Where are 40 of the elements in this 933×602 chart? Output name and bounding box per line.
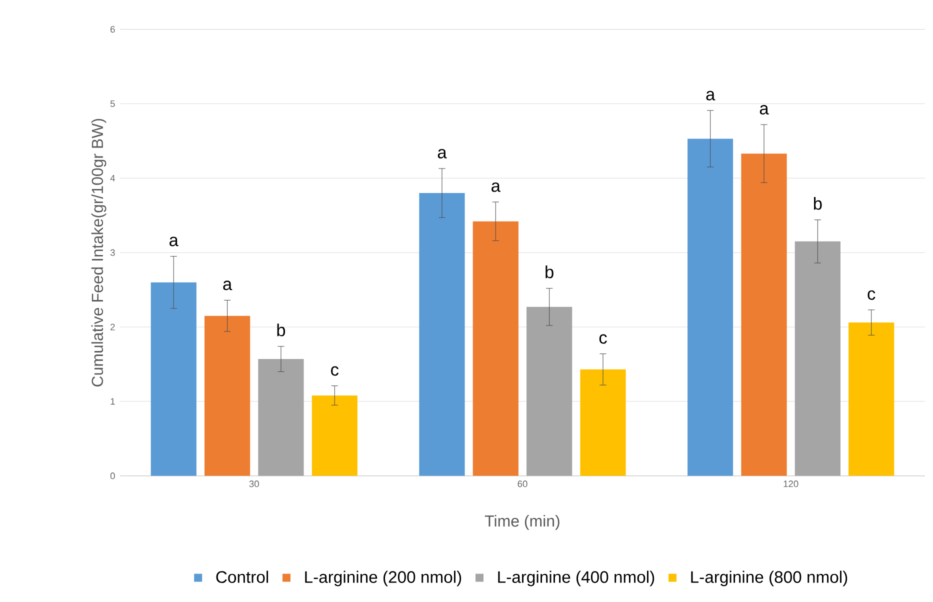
bar (580, 369, 626, 476)
data-label: a (438, 148, 447, 158)
bar (204, 316, 250, 476)
y-tick-label: 1 (110, 398, 115, 404)
x-tick-label: 60 (518, 480, 528, 487)
bar (419, 192, 465, 476)
y-tick-label: 5 (110, 100, 115, 107)
legend-label: Control (216, 570, 268, 583)
legend-label: L-arginine (800 nmol) (691, 570, 848, 586)
y-tick-label: 4 (110, 174, 115, 182)
data-label: b (546, 265, 554, 278)
x-tick-label: 120 (784, 480, 798, 487)
bar (741, 153, 787, 476)
data-label: a (223, 280, 232, 290)
data-label: a (492, 182, 500, 192)
bar (688, 138, 734, 476)
y-axis-title: Cumulative Feed Intake(gr/100gr BW) (91, 118, 106, 386)
bar (794, 241, 840, 476)
y-tick-label: 0 (110, 472, 115, 479)
y-tick-label: 2 (110, 324, 115, 330)
data-label: c (331, 366, 339, 376)
x-tick-label: 30 (249, 480, 259, 487)
data-label: a (170, 236, 178, 246)
legend-label: L-arginine (400 nmol) (498, 570, 654, 586)
data-label: b (814, 196, 822, 210)
data-label: b (277, 323, 286, 336)
bar (472, 221, 518, 476)
y-tick-label: 3 (110, 249, 115, 256)
data-label: c (599, 334, 607, 344)
bar (848, 322, 894, 476)
data-label: a (706, 90, 716, 100)
bar (258, 358, 304, 476)
bar (150, 282, 196, 476)
legend-label: L-arginine (200 nmol) (305, 570, 462, 586)
bar (526, 306, 572, 476)
bar (312, 395, 358, 476)
data-label: a (760, 104, 769, 114)
x-axis-title: Time (min) (484, 514, 560, 530)
y-tick-label: 6 (110, 26, 115, 32)
data-label: c (868, 290, 876, 300)
